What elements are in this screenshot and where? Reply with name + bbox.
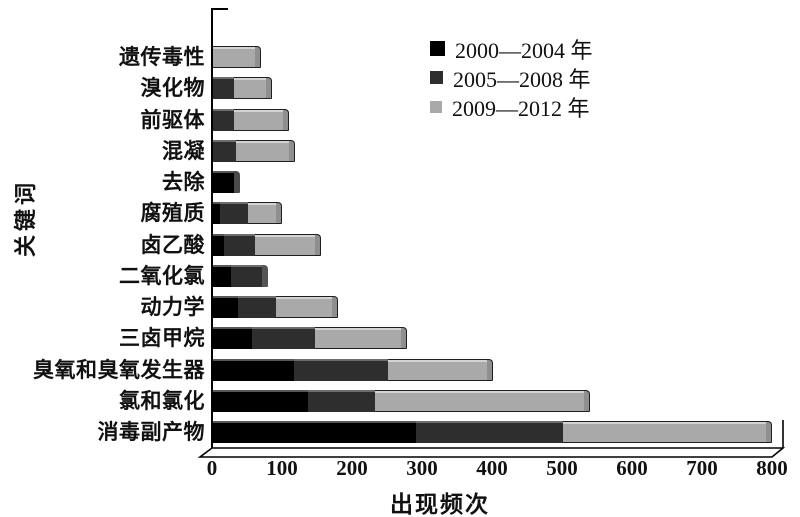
category-label: 卤乙酸 xyxy=(140,232,205,257)
bar-segment xyxy=(230,264,262,287)
bar-segment xyxy=(213,202,220,225)
category-label: 二氧化氯 xyxy=(119,263,205,288)
bar-segment xyxy=(213,327,252,350)
bar-end-bevel xyxy=(487,358,494,381)
bar-segment xyxy=(213,296,238,318)
x-tick-label: 500 xyxy=(546,456,578,480)
category-label: 三卤甲烷 xyxy=(119,326,205,351)
bar-row xyxy=(213,139,295,162)
bar-row xyxy=(213,202,282,225)
bar-end-bevel xyxy=(234,171,240,193)
bar-row xyxy=(213,358,494,381)
x-tick-label: 700 xyxy=(686,456,718,480)
axis-top-tick xyxy=(211,8,228,10)
legend: 2000—2004 年 2005—2008 年 2009—2012 年 xyxy=(430,34,593,121)
bar-segment xyxy=(416,421,563,443)
bar-segment xyxy=(213,108,234,131)
category-label: 溴化物 xyxy=(140,76,205,101)
bar-segment xyxy=(213,264,231,287)
bar-row xyxy=(213,233,321,256)
bar-end-bevel xyxy=(332,296,338,318)
category-label: 氯和氯化 xyxy=(119,388,205,413)
bar-row xyxy=(213,389,590,412)
bar-segment xyxy=(213,389,308,412)
bar-segment xyxy=(236,139,289,162)
bar-segment xyxy=(213,233,224,256)
bar-end-bevel xyxy=(314,233,321,256)
category-label: 混凝 xyxy=(162,138,205,163)
bar-segment xyxy=(234,108,283,131)
category-label: 前驱体 xyxy=(140,107,205,132)
category-label: 遗传毒性 xyxy=(119,45,205,69)
x-tick-label: 300 xyxy=(406,456,438,480)
bar-segment xyxy=(237,296,276,318)
bar-segment xyxy=(375,389,584,412)
bar-segment xyxy=(248,202,276,225)
bar-end-bevel xyxy=(276,202,282,225)
bar-end-bevel xyxy=(262,264,268,287)
bar-row xyxy=(213,296,338,318)
bar-segment xyxy=(213,421,416,443)
bar-row xyxy=(213,327,407,350)
legend-label: 2009—2012 年 xyxy=(452,95,590,121)
x-axis-3d-base xyxy=(197,420,786,458)
bar-segment xyxy=(276,296,332,318)
bar-row xyxy=(213,46,261,68)
bar-end-bevel xyxy=(288,139,295,162)
y-axis-line xyxy=(211,8,213,450)
legend-item: 2009—2012 年 xyxy=(430,92,593,121)
bar-segment xyxy=(234,77,266,100)
bar-segment xyxy=(223,233,255,256)
x-tick-label: 0 xyxy=(206,456,218,480)
bar-segment xyxy=(213,358,294,381)
axis-base-slab xyxy=(197,447,786,458)
bar-segment xyxy=(213,139,237,162)
bar-segment xyxy=(251,327,315,350)
bar-segment xyxy=(213,46,255,68)
x-axis-title: 出现频次 xyxy=(390,492,490,517)
legend-item: 2005—2008 年 xyxy=(430,63,593,92)
category-label: 腐殖质 xyxy=(140,201,205,226)
x-tick-label: 200 xyxy=(336,456,368,480)
bar-end-bevel xyxy=(283,108,289,131)
bar-segment xyxy=(213,171,234,193)
bar-row xyxy=(213,421,772,443)
bar-row xyxy=(213,264,268,287)
bar-row xyxy=(213,108,289,131)
bar-segment xyxy=(563,421,766,443)
x-tick-label: 800 xyxy=(756,456,788,480)
bar-segment xyxy=(314,327,401,350)
bar-end-bevel xyxy=(583,389,590,412)
bar-end-bevel xyxy=(766,421,772,443)
legend-swatch-icon xyxy=(430,41,445,56)
bar-segment xyxy=(293,358,388,381)
bar-segment xyxy=(307,389,376,412)
x-tick-label: 400 xyxy=(476,456,508,480)
bar-segment xyxy=(220,202,248,225)
legend-label: 2005—2008 年 xyxy=(453,66,591,92)
bar-segment xyxy=(213,77,234,100)
bar-end-bevel xyxy=(255,46,261,68)
legend-label: 2000—2004 年 xyxy=(455,37,593,63)
bar-row xyxy=(213,77,272,100)
x-tick-label: 100 xyxy=(266,456,298,480)
legend-swatch-icon xyxy=(430,100,442,113)
bar-segment xyxy=(388,358,488,381)
category-label: 动力学 xyxy=(140,295,205,319)
bar-row xyxy=(213,171,240,193)
bar-end-bevel xyxy=(265,77,272,100)
bar-segment xyxy=(255,233,315,256)
bar-end-bevel xyxy=(400,327,407,350)
category-label: 消毒副产物 xyxy=(97,420,205,444)
legend-swatch-icon xyxy=(430,71,443,84)
x-tick-label: 600 xyxy=(616,456,648,480)
legend-item: 2000—2004 年 xyxy=(430,34,593,63)
category-label: 去除 xyxy=(162,170,205,194)
category-label: 臭氧和臭氧发生器 xyxy=(33,357,205,382)
